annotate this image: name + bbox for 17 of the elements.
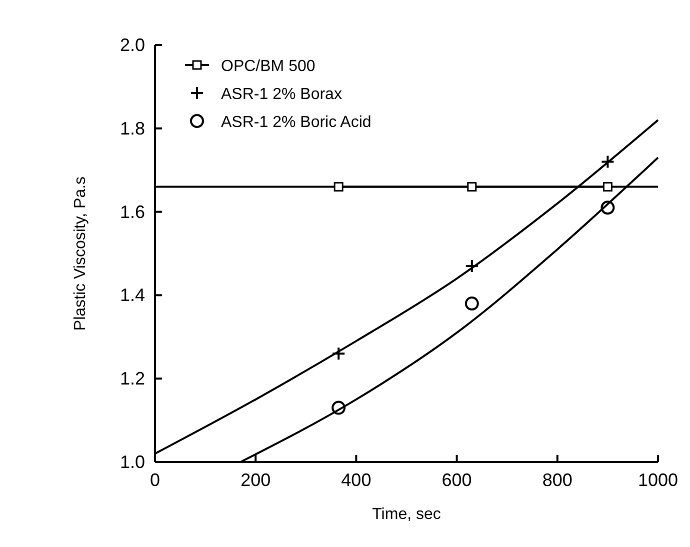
x-tick-label: 200 bbox=[240, 470, 271, 490]
legend-label: OPC/BM 500 bbox=[221, 58, 316, 75]
x-tick-label: 0 bbox=[150, 470, 160, 490]
y-tick-label: 2.0 bbox=[120, 35, 145, 55]
y-tick-label: 1.0 bbox=[120, 452, 145, 472]
y-tick-label: 1.8 bbox=[120, 118, 145, 138]
legend-label: ASR-1 2% Boric Acid bbox=[221, 114, 372, 131]
x-tick-label: 800 bbox=[542, 470, 572, 490]
x-tick-label: 400 bbox=[341, 470, 372, 490]
y-tick-label: 1.6 bbox=[120, 202, 145, 222]
y-tick-label: 1.4 bbox=[120, 285, 145, 306]
y-tick-label: 1.2 bbox=[120, 368, 145, 389]
x-axis-title: Time, sec bbox=[372, 506, 441, 523]
x-tick-label: 600 bbox=[442, 470, 472, 490]
legend-label: ASR-1 2% Borax bbox=[221, 86, 342, 103]
y-axis-title: Plastic Viscosity, Pa.s bbox=[72, 176, 89, 331]
x-tick-label: 1000 bbox=[638, 470, 678, 490]
